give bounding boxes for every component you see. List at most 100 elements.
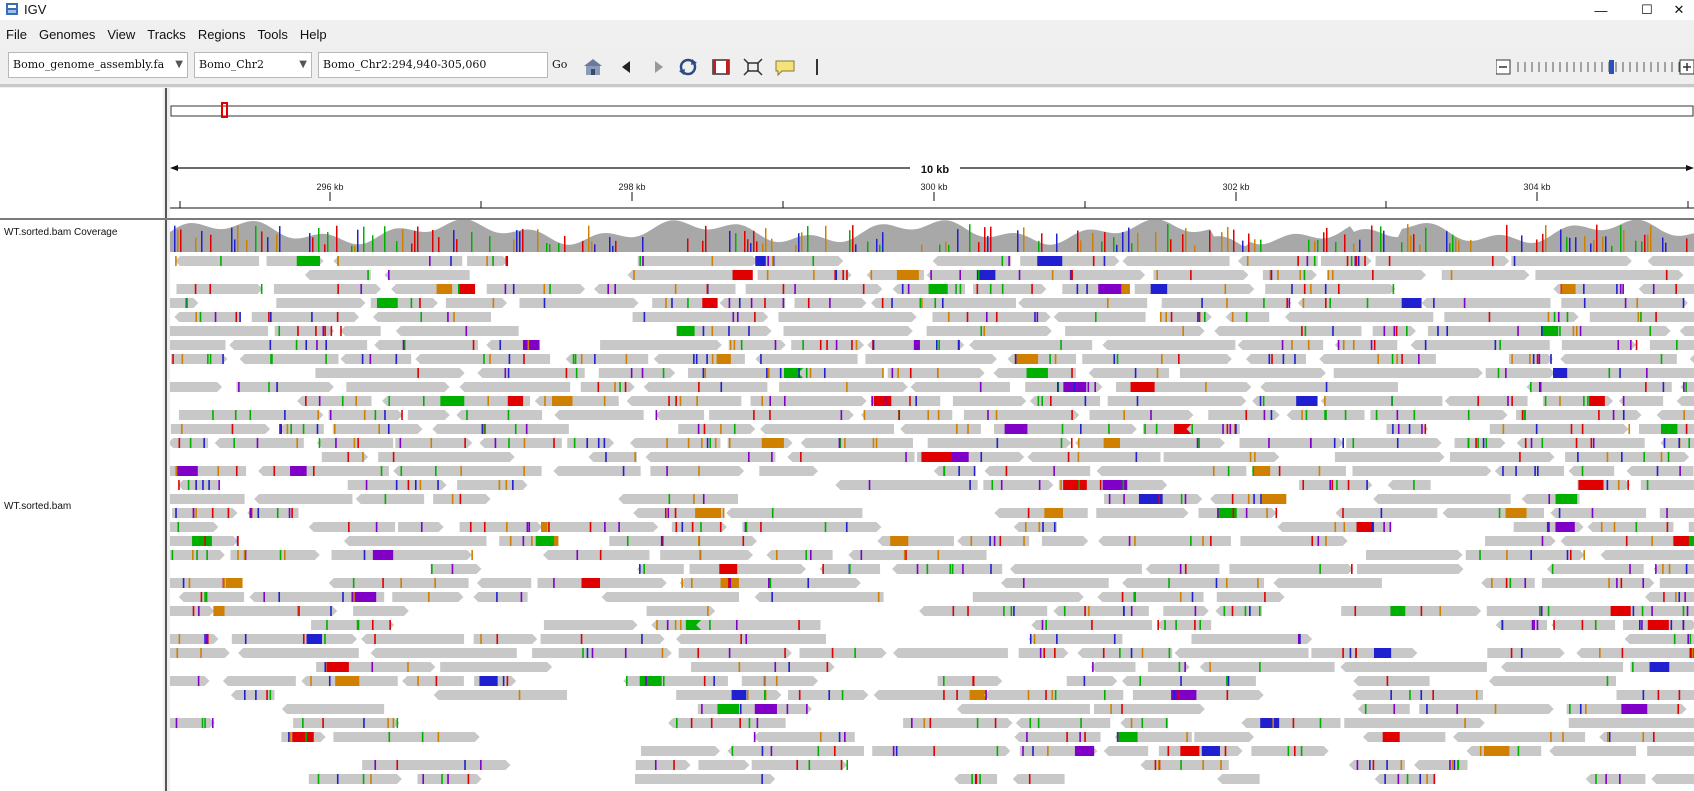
- read-mismatch: [206, 634, 209, 644]
- read-mismatch: [466, 410, 468, 420]
- menu-file[interactable]: File: [6, 26, 27, 42]
- home-icon[interactable]: [582, 57, 604, 77]
- read-mismatch: [175, 256, 177, 266]
- read-mismatch: [1383, 326, 1386, 336]
- back-icon[interactable]: [616, 57, 638, 77]
- read-mismatch: [943, 466, 945, 476]
- read-mismatch: [1646, 480, 1649, 490]
- genome-dropdown[interactable]: Bomo_genome_assembly.fa ▼: [8, 52, 188, 78]
- read-mismatch: [362, 452, 364, 462]
- aligned-read: [1010, 564, 1142, 574]
- read-mismatch: [736, 312, 739, 322]
- read-mismatch: [1123, 410, 1126, 420]
- read-mismatch: [1305, 410, 1308, 420]
- coverage-variant: [1521, 235, 1523, 252]
- coverage-variant: [402, 229, 404, 252]
- aligned-read: [678, 424, 756, 434]
- menu-genomes[interactable]: Genomes: [38, 26, 96, 42]
- aligned-read: [328, 410, 403, 420]
- go-button[interactable]: Go: [552, 58, 568, 71]
- aligned-read: [994, 508, 1088, 518]
- coverage-variant: [591, 241, 593, 252]
- read-mismatch: [1370, 340, 1373, 350]
- aligned-read: [671, 522, 727, 532]
- read-mismatch: [1121, 592, 1124, 602]
- menu-view[interactable]: View: [107, 26, 136, 42]
- read-mismatch: [498, 480, 501, 490]
- menu-tracks[interactable]: Tracks: [147, 26, 186, 42]
- read-mismatch: [1651, 536, 1653, 546]
- alignment-data-panel[interactable]: [170, 220, 1694, 791]
- read-mismatch: [1632, 662, 1634, 672]
- read-mismatch: [204, 592, 206, 602]
- chromosome-dropdown[interactable]: Bomo_Chr2 ▼: [194, 52, 312, 78]
- read-mismatch: [407, 480, 410, 490]
- minimize-button[interactable]: —: [1594, 2, 1608, 18]
- read-mismatch: [1252, 466, 1254, 476]
- read-mismatch: [1663, 592, 1665, 602]
- read-mismatch: [855, 340, 858, 350]
- read-mismatch: [322, 326, 325, 336]
- read-mismatch: [835, 340, 838, 350]
- aligned-read: [952, 396, 1027, 406]
- read-mismatch: [862, 284, 865, 294]
- read-mismatch: [1099, 480, 1102, 490]
- coverage-variant: [1611, 245, 1613, 252]
- read-mismatch: [1662, 382, 1665, 392]
- read-mismatch: [1022, 746, 1024, 756]
- read-mismatch: [421, 732, 424, 742]
- aligned-read: [1311, 648, 1418, 658]
- read-mismatch: [1679, 466, 1681, 476]
- read-mismatch: [1180, 760, 1182, 770]
- aligned-read: [660, 550, 753, 560]
- coverage-variant: [1380, 226, 1382, 252]
- refresh-icon[interactable]: [677, 57, 699, 77]
- coverage-variant: [396, 241, 398, 252]
- read-mismatch: [1136, 396, 1139, 406]
- read-mismatch: [840, 410, 843, 420]
- aligned-read: [1486, 606, 1616, 616]
- alignment-track-name[interactable]: WT.sorted.bam: [4, 501, 72, 512]
- read-mismatch: [1180, 494, 1183, 504]
- resize-to-window-icon[interactable]: [742, 57, 764, 77]
- close-button[interactable]: ✕: [1673, 2, 1685, 17]
- region-of-interest-icon[interactable]: [710, 57, 732, 77]
- aligned-read: [178, 410, 324, 420]
- aligned-read: [1082, 354, 1232, 364]
- name-panel-divider[interactable]: [165, 88, 167, 791]
- aligned-read: [1090, 662, 1136, 672]
- aligned-read: [778, 312, 917, 322]
- aligned-read: [760, 424, 895, 434]
- coverage-variant: [1101, 241, 1103, 252]
- read-mismatch: [1014, 354, 1017, 364]
- read-mismatch: [268, 382, 270, 392]
- zoom-widget[interactable]: [1495, 57, 1694, 82]
- read-mismatch: [1210, 536, 1212, 546]
- locus-search-input[interactable]: Bomo_Chr2:294,940-305,060: [318, 52, 548, 78]
- read-mismatch: [877, 592, 880, 602]
- read-mismatch: [1559, 326, 1561, 336]
- menu-tools[interactable]: Tools: [257, 26, 288, 42]
- aligned-read: [1494, 466, 1565, 476]
- read-mismatch: [1044, 508, 1063, 518]
- read-mismatch: [1553, 620, 1555, 630]
- menu-regions[interactable]: Regions: [197, 26, 246, 42]
- aligned-read: [1014, 732, 1101, 742]
- aligned-read: [910, 382, 1010, 392]
- read-mismatch: [1621, 648, 1624, 658]
- read-mismatch: [310, 676, 312, 686]
- read-mismatch: [1134, 536, 1136, 546]
- aligned-read: [1163, 452, 1280, 462]
- read-mismatch: [607, 284, 610, 294]
- forward-icon[interactable]: [647, 57, 669, 77]
- menu-help[interactable]: Help: [299, 26, 327, 42]
- coverage-variant: [564, 235, 566, 252]
- maximize-button[interactable]: ☐: [1641, 2, 1653, 17]
- coverage-track-name[interactable]: WT.sorted.bam Coverage: [4, 227, 118, 238]
- read-mismatch: [665, 298, 667, 308]
- read-mismatch: [1642, 732, 1645, 742]
- read-mismatch: [214, 312, 217, 322]
- ruler-tick-label: 296 kb: [316, 182, 343, 192]
- read-mismatch: [1223, 606, 1226, 616]
- popup-text-icon[interactable]: [774, 57, 796, 77]
